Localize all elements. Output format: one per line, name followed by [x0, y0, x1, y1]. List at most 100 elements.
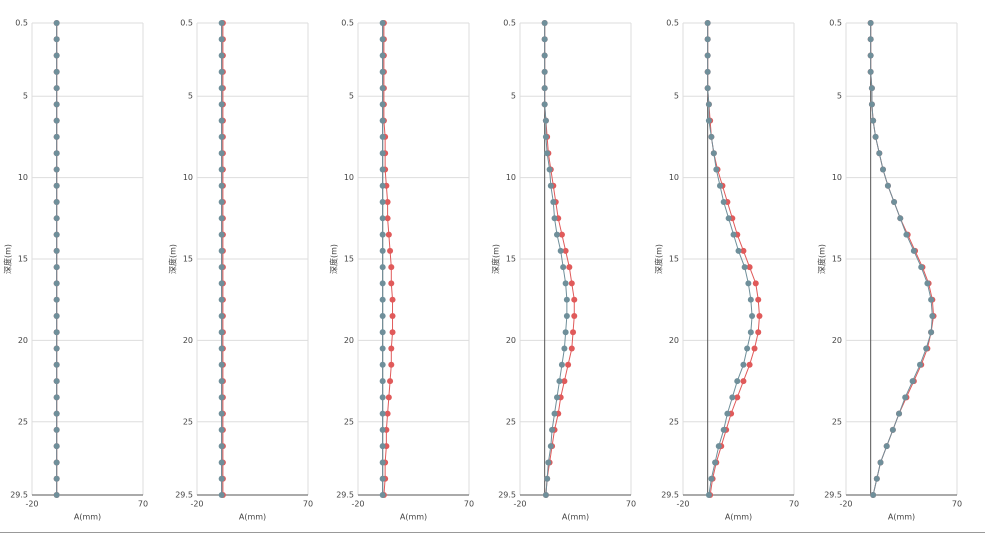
data-point — [218, 215, 225, 222]
data-point — [561, 378, 568, 385]
data-point — [544, 475, 551, 482]
data-point — [53, 36, 60, 43]
data-point — [873, 475, 880, 482]
data-point — [755, 329, 762, 336]
data-point — [928, 296, 935, 303]
data-point — [566, 264, 573, 271]
data-point — [547, 182, 554, 189]
data-point — [389, 329, 396, 336]
data-point — [746, 264, 753, 271]
y-tick-label: 0.5 — [666, 19, 679, 28]
data-point — [53, 345, 60, 352]
chart-panel: 0.5 5 10 15 20 25 29.5-20 70 A(mm) 深度(m) — [817, 19, 963, 522]
data-point — [720, 199, 727, 206]
y-tick-label: 20 — [344, 336, 354, 345]
data-point — [556, 378, 563, 385]
data-point — [571, 312, 578, 319]
data-point — [917, 361, 923, 368]
data-point — [896, 410, 903, 417]
data-point — [389, 312, 396, 319]
data-point — [903, 231, 910, 238]
data-point — [218, 150, 225, 157]
data-point — [549, 426, 556, 433]
data-point — [705, 117, 712, 124]
data-point — [541, 68, 548, 75]
data-point — [704, 85, 711, 92]
y-tick-label: 0.5 — [829, 19, 842, 28]
data-point — [867, 36, 874, 43]
y-tick-label: 15 — [669, 255, 679, 264]
x-tick-label: 70 — [789, 500, 799, 509]
data-point — [53, 443, 60, 450]
data-point — [870, 117, 877, 124]
data-point — [53, 182, 60, 189]
data-point — [734, 378, 741, 385]
data-point — [749, 312, 756, 319]
y-tick-label: 5 — [674, 92, 679, 101]
data-point — [704, 52, 711, 59]
y-axis-label: 深度(m) — [491, 244, 501, 274]
chart-panel: 0.5 5 10 15 20 25 29.5-20 70 A(mm) 深度(m) — [654, 19, 800, 522]
data-point — [379, 199, 386, 206]
data-point — [867, 20, 874, 26]
data-point — [558, 361, 565, 368]
data-point — [218, 247, 225, 254]
data-point — [710, 150, 717, 157]
x-axis-label: A(mm) — [400, 513, 427, 522]
y-tick-label: 10 — [832, 173, 842, 182]
y-tick-label: 20 — [669, 336, 679, 345]
y-tick-label: 15 — [183, 255, 193, 264]
y-tick-label: 25 — [183, 417, 193, 426]
data-point — [218, 133, 225, 140]
data-point — [388, 345, 395, 352]
data-point — [744, 345, 751, 352]
y-tick-label: 15 — [344, 255, 354, 264]
y-tick-label: 25 — [506, 417, 516, 426]
data-point — [218, 85, 225, 92]
chart-panel: 0.5 5 10 15 20 25 29.5-20 70 A(mm) 深度(m) — [3, 19, 149, 522]
data-point — [53, 459, 60, 466]
data-point — [218, 410, 225, 417]
x-tick-label: -20 — [25, 500, 38, 509]
data-point — [712, 459, 719, 466]
data-point — [218, 68, 225, 75]
data-point — [379, 20, 386, 26]
data-point — [929, 312, 936, 319]
data-point — [562, 280, 569, 287]
data-point — [541, 101, 548, 108]
data-point — [704, 68, 711, 75]
data-point — [562, 247, 569, 254]
data-point — [705, 492, 712, 498]
data-point — [218, 36, 225, 43]
data-point — [734, 394, 741, 401]
data-point — [384, 199, 391, 206]
data-point — [704, 20, 711, 26]
data-point — [571, 296, 578, 303]
data-point — [741, 264, 748, 271]
data-point — [218, 475, 225, 482]
data-point — [53, 312, 60, 319]
y-axis-label: 深度(m) — [3, 244, 13, 274]
data-point — [544, 150, 551, 157]
data-point — [542, 492, 549, 498]
data-point — [541, 85, 548, 92]
data-point — [53, 475, 60, 482]
y-tick-label: 10 — [669, 173, 679, 182]
x-tick-label: 70 — [464, 500, 474, 509]
y-tick-label: 0.5 — [341, 19, 354, 28]
data-point — [923, 345, 930, 352]
data-point — [218, 312, 225, 319]
data-point — [867, 52, 874, 59]
data-point — [909, 378, 916, 385]
data-point — [218, 199, 225, 206]
data-point — [756, 312, 763, 319]
data-point — [747, 296, 754, 303]
data-point — [542, 133, 549, 140]
data-point — [551, 410, 558, 417]
data-point — [53, 150, 60, 157]
data-point — [876, 150, 883, 157]
x-axis-label: A(mm) — [239, 513, 266, 522]
data-point — [379, 133, 386, 140]
data-point — [53, 329, 60, 336]
